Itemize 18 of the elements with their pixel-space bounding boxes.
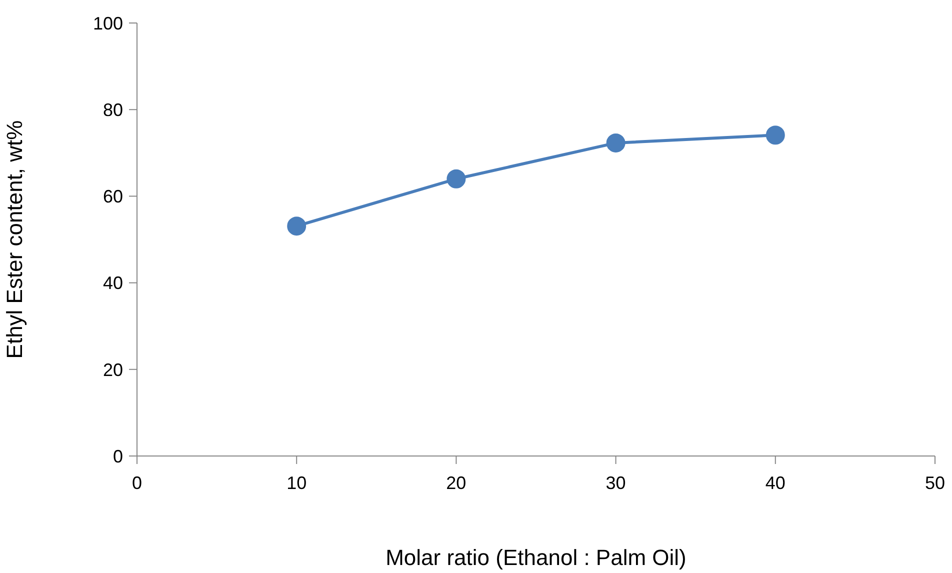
y-tick-label: 100 [92, 13, 123, 34]
y-tick-label: 80 [102, 100, 123, 120]
point [606, 133, 626, 152]
x-tick-label: 20 [446, 472, 466, 493]
x-tick-label: 0 [132, 472, 142, 493]
y-tick-label: 0 [112, 446, 123, 466]
point [766, 126, 785, 145]
y-tick-label: 40 [102, 273, 123, 294]
y-tick-label: 20 [102, 360, 123, 380]
x-tick-label: 50 [924, 472, 946, 493]
x-tick-label: 10 [286, 472, 307, 493]
x-axis-title: Molar ratio (Ethanol : Palm Oil) [386, 545, 686, 570]
point [446, 169, 466, 188]
y-axis-title: Ethyl Ester content, wt% [2, 120, 27, 359]
point [287, 216, 306, 236]
x-tick-label: 40 [765, 472, 786, 493]
y-tick-label: 60 [102, 186, 123, 207]
x-tick-label: 30 [606, 472, 626, 493]
